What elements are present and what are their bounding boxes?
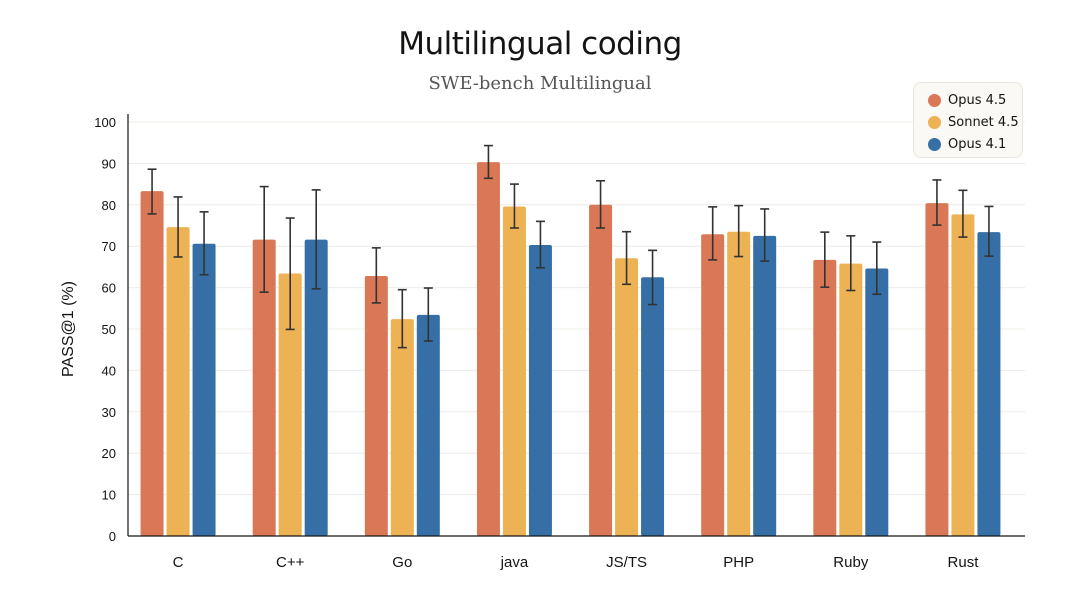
- x-tick-label: PHP: [723, 554, 754, 571]
- y-tick-label: 70: [102, 239, 116, 254]
- legend-label: Opus 4.5: [948, 92, 1007, 108]
- legend-label: Opus 4.1: [948, 136, 1007, 152]
- legend-item-opus-4-1: Opus 4.1: [928, 133, 1022, 155]
- bar: [364, 276, 388, 536]
- legend-item-sonnet-4-5: Sonnet 4.5: [928, 111, 1022, 133]
- bar: [192, 243, 216, 536]
- legend-swatch: [928, 115, 941, 129]
- y-tick-label: 40: [102, 363, 116, 378]
- bar: [252, 239, 276, 537]
- y-tick-label: 80: [102, 198, 116, 213]
- x-tick-label: JS/TS: [606, 554, 647, 571]
- bar: [839, 263, 863, 536]
- bar: [390, 319, 414, 536]
- bar: [476, 162, 500, 536]
- legend-swatch: [928, 93, 941, 107]
- legend: Opus 4.5 Sonnet 4.5 Opus 4.1: [913, 82, 1023, 158]
- bar: [304, 239, 328, 537]
- y-tick-label: 50: [102, 322, 116, 337]
- y-tick-label: 0: [109, 529, 116, 544]
- bar: [502, 206, 526, 536]
- legend-swatch: [928, 137, 941, 151]
- y-tick-label: 60: [102, 281, 116, 296]
- x-tick-label: C: [173, 554, 184, 571]
- bar: [951, 214, 975, 536]
- x-tick-label: Ruby: [833, 554, 869, 571]
- bar: [615, 258, 639, 536]
- bar: [416, 314, 440, 536]
- legend-item-opus-4-5: Opus 4.5: [928, 89, 1022, 111]
- y-tick-label: 100: [94, 115, 116, 130]
- bar: [865, 268, 889, 536]
- bar: [166, 227, 190, 536]
- bar: [977, 232, 1001, 536]
- bar: [925, 203, 949, 537]
- bar: [641, 277, 665, 536]
- chart-title: Multilingual coding: [398, 26, 682, 62]
- y-tick-label: 90: [102, 156, 116, 171]
- bar: [727, 231, 751, 536]
- bar: [753, 235, 777, 536]
- legend-label: Sonnet 4.5: [948, 114, 1019, 130]
- bar: [140, 191, 164, 536]
- x-tick-label: C++: [276, 554, 305, 571]
- bar: [528, 244, 552, 536]
- y-axis-label: PASS@1 (%): [60, 281, 77, 377]
- y-tick-label: 30: [102, 405, 116, 420]
- x-tick-label: Go: [392, 554, 412, 571]
- x-tick-label: java: [500, 554, 529, 571]
- bar: [701, 234, 725, 536]
- x-tick-label: Rust: [948, 554, 980, 571]
- bar: [278, 273, 302, 536]
- chart-subtitle: SWE-bench Multilingual: [428, 73, 652, 94]
- y-tick-label: 20: [102, 446, 116, 461]
- bar: [589, 204, 613, 537]
- y-tick-label: 10: [102, 488, 116, 503]
- bar: [813, 259, 837, 536]
